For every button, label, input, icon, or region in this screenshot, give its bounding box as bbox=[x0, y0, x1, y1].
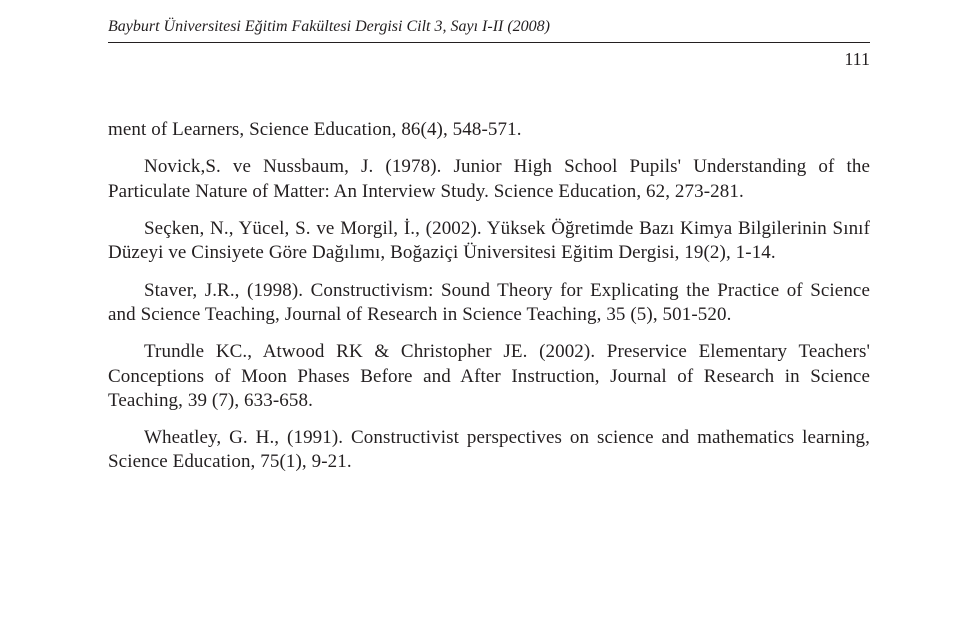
reference-entry: Seçken, N., Yücel, S. ve Morgil, İ., (20… bbox=[108, 217, 870, 266]
header-rule bbox=[108, 42, 870, 43]
reference-entry: Trundle KC., Atwood RK & Christopher JE.… bbox=[108, 340, 870, 413]
page-number: 111 bbox=[108, 49, 870, 70]
reference-list: ment of Learners, Science Education, 86(… bbox=[108, 118, 870, 475]
reference-entry: Staver, J.R., (1998). Constructivism: So… bbox=[108, 279, 870, 328]
reference-entry: ment of Learners, Science Education, 86(… bbox=[108, 118, 870, 142]
running-header-title: Bayburt Üniversitesi Eğitim Fakültesi De… bbox=[108, 18, 870, 36]
page-container: Bayburt Üniversitesi Eğitim Fakültesi De… bbox=[0, 0, 960, 635]
reference-entry: Novick,S. ve Nussbaum, J. (1978). Junior… bbox=[108, 155, 870, 204]
reference-entry: Wheatley, G. H., (1991). Constructivist … bbox=[108, 426, 870, 475]
